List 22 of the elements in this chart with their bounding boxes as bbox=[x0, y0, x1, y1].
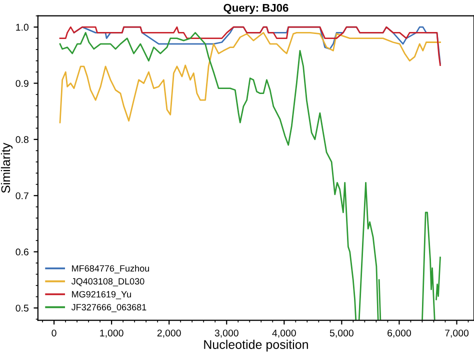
y-tick-label: 0.8 bbox=[16, 136, 28, 144]
y-tick-label: 0.7 bbox=[16, 192, 28, 200]
y-tick-label: 1.0 bbox=[16, 24, 29, 31]
line-series bbox=[59, 32, 441, 124]
x-tick-label: 3,000 bbox=[214, 330, 238, 338]
x-tick-label: 6,000 bbox=[388, 330, 411, 338]
x-axis-title: Nucleotide position bbox=[204, 340, 308, 352]
x-tick-label: 2,000 bbox=[157, 330, 181, 338]
y-tick-label: 0.6 bbox=[16, 248, 28, 256]
x-tick-label: 0 bbox=[52, 330, 56, 336]
legend-label: JQ403108_DL030 bbox=[71, 278, 144, 286]
legend-label: JF327666_063681 bbox=[71, 304, 146, 312]
x-tick-label: 7,000 bbox=[445, 330, 469, 338]
y-tick-label: 0.9 bbox=[16, 80, 28, 87]
x-tick-label: 5,000 bbox=[330, 330, 354, 338]
legend-label: MF684776_Fuzhou bbox=[72, 264, 150, 274]
y-tick-label: 0.5 bbox=[16, 304, 28, 312]
legend-label: MG921619_Yu bbox=[72, 291, 131, 300]
y-axis-title: Similarity bbox=[0, 142, 13, 193]
x-tick-label: 4,000 bbox=[272, 330, 296, 338]
x-tick-label: 1,000 bbox=[100, 330, 124, 338]
chart-title: Query: BJ06 bbox=[224, 4, 288, 14]
